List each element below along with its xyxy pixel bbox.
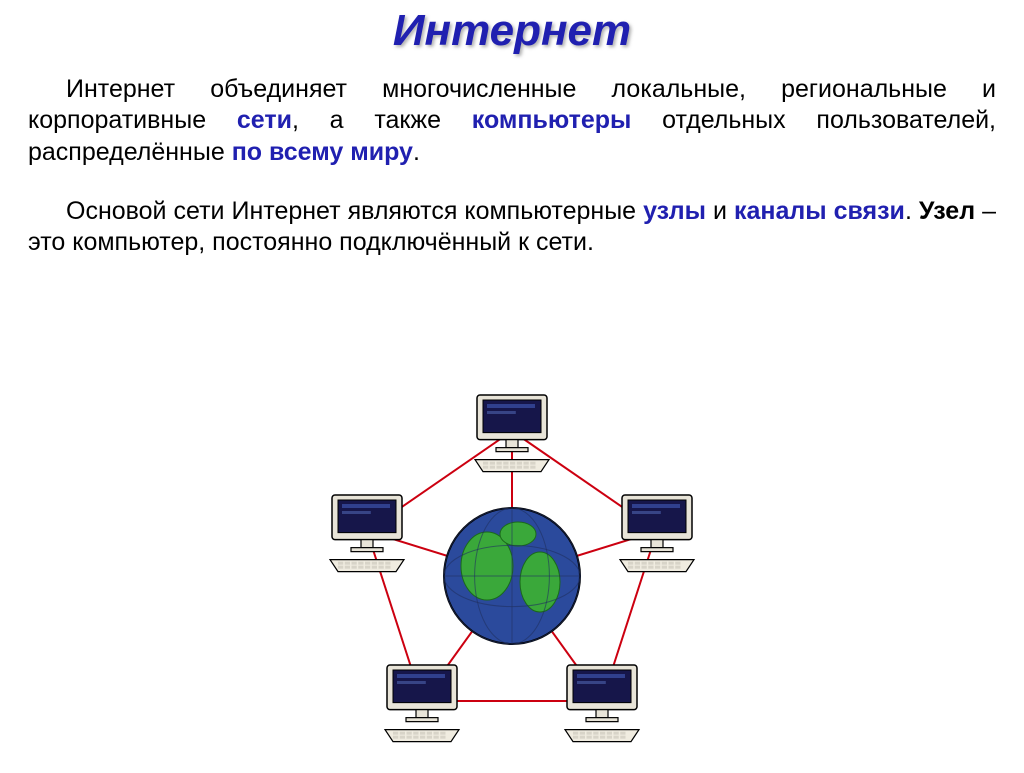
computer-icon	[565, 665, 639, 742]
globe-icon	[444, 508, 580, 644]
page-title: Интернет	[0, 6, 1024, 56]
computer-icon	[330, 495, 404, 572]
network-diagram	[312, 376, 712, 766]
paragraph-2: Основой сети Интернет являются компьютер…	[28, 196, 996, 259]
computer-icon	[475, 395, 549, 472]
computer-icon	[385, 665, 459, 742]
paragraph-1: Интернет объединяет многочисленные локал…	[28, 74, 996, 168]
computer-icon	[620, 495, 694, 572]
